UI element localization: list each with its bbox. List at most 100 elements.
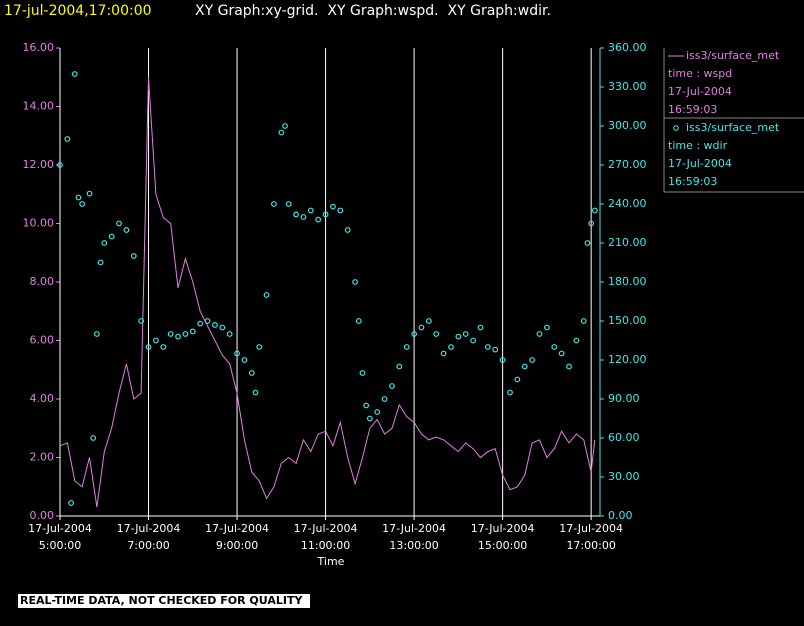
y2-tick-label: 360.00 — [608, 41, 647, 54]
wdir-point — [591, 207, 598, 214]
wspd-line — [59, 77, 596, 508]
wdir-point — [315, 216, 322, 223]
wdir-point — [344, 227, 351, 233]
wdir-point — [97, 259, 104, 266]
wdir-point — [219, 324, 226, 331]
wdir-point — [584, 240, 591, 246]
wdir-point — [580, 318, 587, 324]
y-tick-label: 4.00 — [30, 392, 55, 405]
y2-tick-label: 180.00 — [608, 275, 647, 288]
wdir-point — [396, 363, 403, 370]
x-tick-label: 9:00:00 — [216, 539, 258, 552]
wdir-point — [123, 227, 130, 233]
legend-detail: 16:59:03 — [668, 175, 717, 188]
wdir-point — [418, 324, 425, 331]
x-tick-label: 17-Jul-2004 — [471, 522, 535, 535]
wdir-point — [212, 322, 218, 328]
y2-tick-label: 120.00 — [608, 353, 647, 366]
wdir-point — [389, 383, 395, 389]
legend-label: iss3/surface_met — [686, 49, 780, 62]
wdir-point — [403, 344, 410, 350]
wdir-point — [558, 350, 565, 357]
x-tick-label: 17-Jul-2004 — [28, 522, 92, 535]
x-tick-label: 15:00:00 — [478, 539, 527, 552]
wdir-point — [337, 207, 344, 214]
wdir-point — [411, 331, 417, 337]
legend-swatch — [673, 125, 679, 131]
wdir-point — [352, 279, 358, 285]
wdir-point — [543, 324, 550, 331]
wdir-point — [175, 333, 181, 340]
wdir-point — [189, 328, 196, 335]
x-tick-label: 17:00:00 — [566, 539, 615, 552]
wdir-point — [252, 389, 259, 396]
wdir-point — [153, 337, 159, 344]
wdir-point — [241, 357, 248, 363]
wdir-point — [182, 331, 189, 337]
x-tick-label: 13:00:00 — [389, 539, 438, 552]
footer-box — [18, 594, 310, 608]
x-tick-label: 17-Jul-2004 — [382, 522, 446, 535]
wdir-point — [204, 318, 211, 324]
wdir-point — [90, 435, 97, 441]
y2-tick-label: 330.00 — [608, 80, 647, 93]
wdir-point — [484, 344, 491, 350]
wdir-point — [145, 344, 152, 350]
x-tick-label: 17-Jul-2004 — [559, 522, 623, 535]
wdir-point — [566, 363, 572, 370]
wdir-point — [374, 409, 381, 415]
wdir-point — [440, 350, 447, 357]
y-tick-label: 2.00 — [30, 451, 55, 464]
wdir-point — [455, 333, 462, 340]
wdir-point — [285, 201, 292, 207]
x-tick-label: 11:00:00 — [301, 539, 350, 552]
wdir-point — [477, 324, 484, 331]
wdir-point — [448, 344, 454, 350]
wdir-point — [263, 292, 270, 298]
wdir-point — [507, 389, 513, 396]
wdir-point — [470, 337, 477, 344]
wdir-point — [521, 363, 528, 370]
wdir-point — [355, 318, 362, 324]
y2-tick-label: 30.00 — [608, 470, 640, 483]
wdir-point — [529, 357, 536, 363]
wdir-point — [293, 211, 299, 218]
y-tick-label: 0.00 — [30, 509, 55, 522]
legend-detail: 17-Jul-2004 — [668, 85, 732, 98]
wdir-point — [278, 129, 285, 136]
wdir-point — [433, 331, 440, 337]
wdir-point — [130, 253, 137, 259]
wdir-point — [86, 190, 93, 197]
wdir-point — [108, 233, 115, 240]
wdir-point — [64, 136, 71, 142]
y2-tick-label: 150.00 — [608, 314, 647, 327]
legend-detail: time : wdir — [668, 139, 728, 152]
wdir-point — [359, 370, 366, 376]
wdir-point — [271, 201, 277, 207]
wdir-point — [282, 123, 288, 129]
wdir-point — [167, 331, 174, 337]
wdir-point — [75, 194, 82, 201]
legend-detail: 17-Jul-2004 — [668, 157, 732, 170]
wdir-point — [138, 318, 145, 324]
wdir-point — [248, 370, 255, 376]
legend-label: iss3/surface_met — [686, 121, 780, 134]
legend-detail: 16:59:03 — [668, 103, 717, 116]
footer-note: REAL-TIME DATA, NOT CHECKED FOR QUALITY — [20, 594, 303, 607]
title-time: 17-jul-2004,17:00:00 — [4, 3, 152, 19]
wdir-point — [116, 220, 122, 227]
y-tick-label: 14.00 — [23, 100, 55, 113]
wdir-point — [234, 350, 240, 357]
wdir-point — [307, 207, 314, 214]
wdir-point — [492, 346, 499, 353]
wdir-point — [381, 396, 388, 402]
y2-tick-label: 90.00 — [608, 392, 640, 405]
wdir-point — [366, 415, 373, 422]
y2-tick-label: 240.00 — [608, 197, 647, 210]
wdir-point — [322, 211, 329, 218]
y-tick-label: 16.00 — [23, 41, 55, 54]
wdir-point — [79, 201, 86, 207]
wdir-point — [499, 357, 506, 363]
y-tick-label: 8.00 — [30, 275, 55, 288]
